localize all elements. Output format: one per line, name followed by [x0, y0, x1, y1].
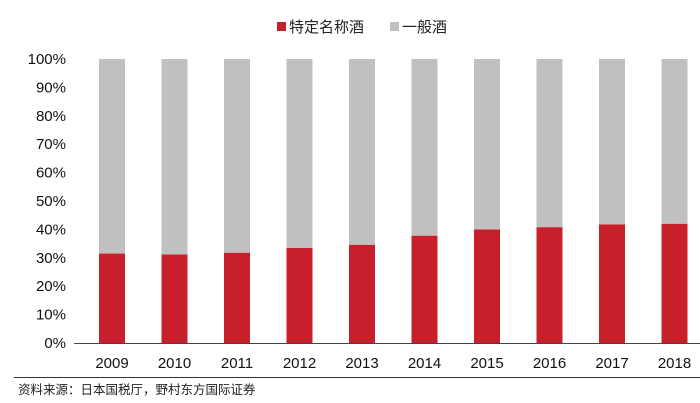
bar-general-2015 [474, 59, 500, 230]
legend: 特定名称酒 一般酒 [277, 18, 447, 36]
y-tick-label: 40% [36, 221, 66, 238]
bar-general-2012 [286, 59, 313, 248]
bar-special-2014 [411, 235, 438, 343]
bar-general-2011 [224, 59, 250, 253]
x-tick-label: 2013 [345, 355, 378, 372]
bar-special-2011 [224, 252, 250, 343]
bar-special-2018 [661, 223, 688, 343]
y-tick-label: 10% [36, 307, 66, 324]
bar-special-2015 [474, 229, 500, 343]
bar-special-2017 [599, 224, 625, 343]
y-tick-label: 30% [36, 250, 66, 267]
x-tick-label: 2014 [408, 355, 441, 372]
bar-general-2018 [661, 59, 688, 224]
x-tick-label: 2016 [533, 355, 566, 372]
source-note: 资料来源：日本国税厅，野村东方国际证券 [18, 382, 256, 397]
y-tick-label: 70% [36, 136, 66, 153]
x-tick-label: 2010 [158, 355, 191, 372]
x-tick-label: 2015 [470, 355, 503, 372]
bar-general-2009 [99, 59, 125, 254]
bar-special-2010 [161, 254, 188, 343]
bar-special-2012 [286, 247, 313, 343]
y-tick-label: 90% [36, 79, 66, 96]
x-tick-label: 2017 [595, 355, 628, 372]
legend-swatch-2 [390, 22, 399, 31]
y-tick-label: 20% [36, 278, 66, 295]
x-axis: 2009 2010 2011 2012 2013 2014 2015 2016 2017 2018 [14, 343, 700, 378]
x-tick-label: 2011 [221, 355, 253, 372]
legend-label-1: 特定名称酒 [289, 18, 364, 36]
bar-general-2017 [599, 59, 625, 225]
bar-special-2016 [536, 227, 563, 343]
y-tick-label: 100% [28, 51, 66, 68]
bars [99, 59, 688, 343]
y-tick-label: 50% [36, 193, 66, 210]
y-tick-label: 80% [36, 108, 66, 125]
y-tick-label: 0% [44, 335, 66, 352]
bar-general-2010 [161, 59, 188, 255]
bar-special-2013 [349, 244, 375, 343]
legend-label-2: 一般酒 [402, 18, 447, 36]
x-tick-label: 2009 [95, 355, 128, 372]
bar-general-2013 [349, 59, 375, 245]
bar-special-2009 [99, 253, 125, 343]
y-axis: 0% 10% 20% 30% 40% 50% 60% 70% 80% 90% 100% [28, 51, 66, 352]
bar-general-2014 [411, 59, 438, 236]
x-tick-label: 2018 [658, 355, 691, 372]
legend-swatch-1 [277, 22, 286, 31]
bar-general-2016 [536, 59, 563, 228]
x-tick-label: 2012 [283, 355, 316, 372]
y-tick-label: 60% [36, 165, 66, 182]
